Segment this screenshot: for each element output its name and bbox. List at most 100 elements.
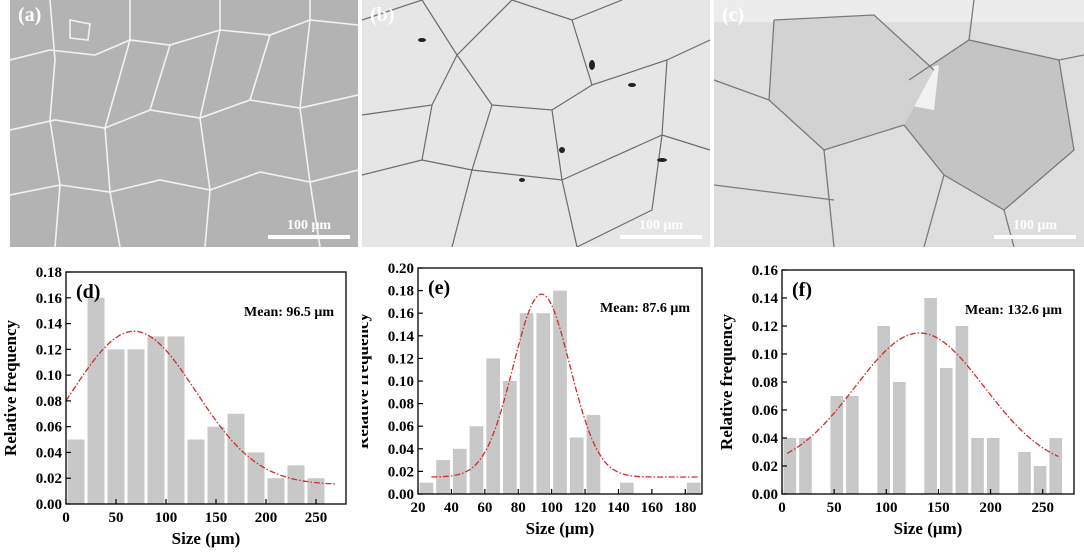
histogram-e-svg: 20 40 60 80 100 120 140 160 180 0.00 0.02 0.04 0.06 0… bbox=[353, 261, 703, 538]
histogram-d-bar-8 bbox=[227, 413, 245, 504]
histogram-f-xlabel: Size (μm) bbox=[894, 519, 963, 538]
histogram-d-bar-0 bbox=[67, 439, 85, 504]
histogram-f-panel-label: (f) bbox=[792, 279, 812, 301]
histogram-d-xtick-label-0: 0 bbox=[62, 510, 70, 526]
histogram-e-bar-9 bbox=[569, 437, 584, 494]
histogram-e-xtick-label-3: 80 bbox=[511, 500, 526, 516]
histogram-e-ytick-label-9: 0.18 bbox=[388, 284, 414, 300]
histogram-f-ytick-label-1: 0.02 bbox=[752, 459, 778, 475]
panel-label-c: (c) bbox=[722, 4, 745, 26]
histogram-d-xtick-label-2: 100 bbox=[155, 510, 178, 526]
histogram-f-bar-11 bbox=[1018, 452, 1031, 494]
histogram-f-bar-10 bbox=[986, 438, 1000, 494]
histogram-e-fit-curve bbox=[431, 293, 699, 478]
histogram-e-bar-0 bbox=[419, 482, 434, 494]
histogram-d-svg: 0 50 100 150 200 250 0.00 0.02 0.04 0.06 0.08 0.10 0… bbox=[1, 265, 347, 548]
histogram-f-ytick-label-7: 0.14 bbox=[752, 291, 779, 307]
histogram-d-ytick-label-4: 0.08 bbox=[36, 394, 62, 410]
histogram-f-bar-2 bbox=[830, 396, 844, 494]
histogram-d-ytick-label-2: 0.04 bbox=[36, 445, 63, 461]
histogram-d-bar-5 bbox=[167, 336, 185, 504]
histogram-e-bar-2 bbox=[452, 448, 467, 494]
histogram-d-fit-curve bbox=[65, 330, 337, 485]
histogram-d-frame bbox=[65, 271, 347, 505]
histogram-d: 0 50 100 150 200 250 0.00 0.02 0.04 0.06 0.08 0.10 0… bbox=[0, 250, 362, 553]
histogram-f-xtick-label-0: 0 bbox=[778, 500, 786, 516]
histogram-e-bar-3 bbox=[469, 426, 484, 494]
histogram-d-ytick-label-0: 0.00 bbox=[36, 497, 62, 513]
histogram-f-bar-13 bbox=[1049, 438, 1063, 494]
histogram-d-xtick-label-1: 50 bbox=[109, 510, 124, 526]
histogram-e-bar-10 bbox=[586, 414, 601, 494]
scale-bar-line-c bbox=[994, 235, 1076, 239]
histogram-d-bar-4 bbox=[147, 336, 165, 504]
histogram-f-ytick-label-3: 0.06 bbox=[752, 403, 779, 419]
histogram-e-bar-11 bbox=[619, 482, 634, 494]
histogram-f-ylabel: Relative frequency bbox=[717, 313, 736, 450]
histogram-f-bar-12 bbox=[1033, 466, 1047, 494]
panel-label-a: (a) bbox=[18, 4, 42, 26]
histogram-f-bar-1 bbox=[799, 438, 812, 494]
scale-bar-text-c: 100 μm bbox=[1012, 218, 1058, 233]
histogram-d-xlabel: Size (μm) bbox=[172, 529, 241, 548]
histogram-f-ytick-label-4: 0.08 bbox=[752, 375, 778, 391]
histogram-e-bar-8 bbox=[553, 290, 567, 494]
histogram-e-panel-label: (e) bbox=[428, 277, 450, 299]
histogram-d-ylabel: Relative frequency bbox=[1, 319, 20, 456]
histogram-e-bar-4 bbox=[486, 358, 501, 494]
micrograph-b-image bbox=[362, 0, 710, 247]
histogram-d-mean-annotation: Mean: 96.5 μm bbox=[244, 305, 334, 320]
scale-bar-line-a bbox=[268, 235, 350, 239]
histogram-f-svg: 0 50 100 150 200 250 0.00 0.02 0.04 0.06 0.08 0.10 0… bbox=[717, 263, 1075, 538]
histogram-d-bar-6 bbox=[187, 439, 205, 504]
histogram-d-xtick-label-3: 150 bbox=[205, 510, 228, 526]
histogram-d-bar-11 bbox=[287, 465, 305, 504]
histogram-d-panel-label: (d) bbox=[76, 281, 100, 303]
histogram-e-ytick-label-0: 0.00 bbox=[388, 487, 414, 503]
histogram-f-ytick-label-5: 0.10 bbox=[752, 347, 778, 363]
micrograph-c: (c) 100 μm bbox=[714, 0, 1084, 247]
histogram-e-ytick-label-2: 0.04 bbox=[388, 442, 415, 458]
histogram-d-ytick-label-7: 0.14 bbox=[36, 317, 63, 333]
histogram-d-ytick-label-1: 0.02 bbox=[36, 471, 62, 487]
histogram-f-xtick-label-2: 100 bbox=[875, 500, 898, 516]
histogram-e-mean-annotation: Mean: 87.6 μm bbox=[600, 301, 690, 316]
scale-bar-text-a: 100 μm bbox=[286, 218, 332, 233]
histogram-d-bar-2 bbox=[107, 349, 125, 504]
histogram-e-bar-5 bbox=[503, 381, 517, 494]
histogram-f-ytick-label-6: 0.12 bbox=[752, 319, 778, 335]
histogram-e-xtick-label-2: 60 bbox=[477, 500, 492, 516]
histogram-e-ytick-label-8: 0.16 bbox=[388, 306, 415, 322]
micrograph-a-image bbox=[10, 0, 358, 247]
histogram-e-ytick-label-4: 0.08 bbox=[388, 397, 414, 413]
histogram-f-bar-3 bbox=[846, 396, 859, 494]
micrograph-a: (a) 100 μm bbox=[10, 0, 358, 247]
histogram-f-ytick-label-0: 0.00 bbox=[752, 487, 778, 503]
histogram-d-ytick-label-6: 0.12 bbox=[36, 342, 62, 358]
histogram-e: 20 40 60 80 100 120 140 160 180 0.00 0.02 0.04 0.06 0… bbox=[353, 250, 712, 553]
histogram-e-ytick-label-7: 0.14 bbox=[388, 329, 415, 345]
histogram-d-bar-7 bbox=[207, 426, 225, 504]
histogram-e-ytick-label-1: 0.02 bbox=[388, 464, 414, 480]
histogram-d-ytick-label-5: 0.10 bbox=[36, 368, 62, 384]
histogram-d-ytick-label-3: 0.06 bbox=[36, 420, 63, 436]
histogram-f-xtick-label-1: 50 bbox=[827, 500, 842, 516]
histogram-e-ylabel: Relative frequency bbox=[362, 312, 372, 449]
micrograph-c-image bbox=[714, 0, 1084, 247]
scale-bar-c: 100 μm bbox=[994, 218, 1076, 239]
histogram-e-xtick-label-8: 180 bbox=[674, 500, 697, 516]
histogram-f-bar-0 bbox=[783, 438, 797, 494]
histogram-e-xtick-label-6: 140 bbox=[607, 500, 630, 516]
histogram-e-bar-12 bbox=[686, 482, 701, 494]
histogram-f-bar-6 bbox=[924, 298, 937, 494]
histogram-f-xtick-label-3: 150 bbox=[927, 500, 950, 516]
histogram-d-xtick-label-5: 250 bbox=[305, 510, 328, 526]
histogram-d-xtick-label-4: 200 bbox=[255, 510, 278, 526]
scale-bar-line-b bbox=[620, 235, 702, 239]
histogram-f-bar-7 bbox=[939, 368, 953, 494]
histogram-e-bar-7 bbox=[536, 313, 551, 494]
scale-bar-text-b: 100 μm bbox=[638, 218, 684, 233]
histogram-f-xtick-label-5: 250 bbox=[1031, 500, 1054, 516]
histogram-e-bar-6 bbox=[519, 313, 534, 494]
histogram-f-bar-9 bbox=[971, 438, 984, 494]
